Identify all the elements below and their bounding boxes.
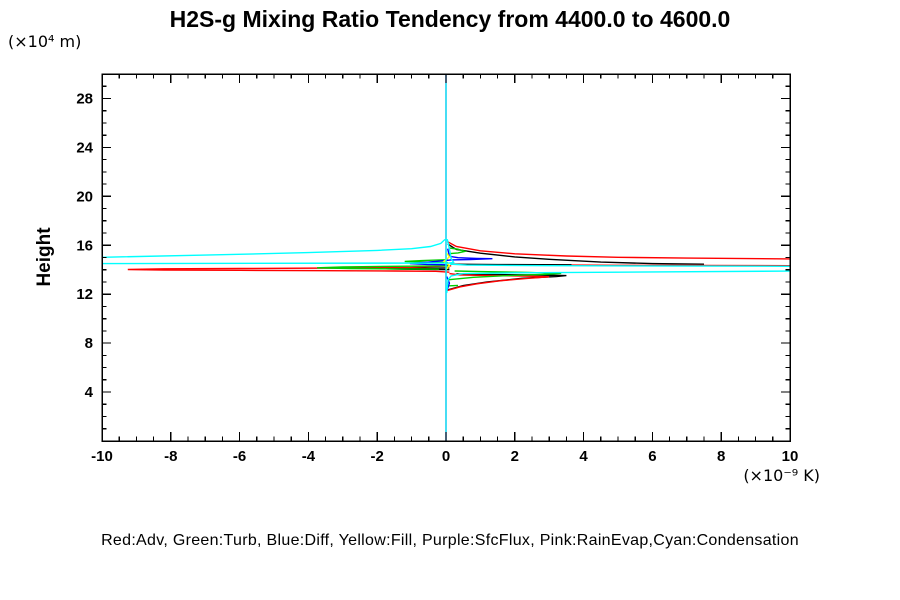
x-tick-label: 8 <box>717 448 725 465</box>
y-tick-label: 8 <box>85 335 93 352</box>
series-adv <box>447 240 790 260</box>
x-tick-label: 4 <box>579 448 588 465</box>
y-tick-label: 16 <box>76 237 93 254</box>
series-black-total-not-in-legend- <box>447 243 705 265</box>
series-diff <box>409 248 493 266</box>
page-title: H2S-g Mixing Ratio Tendency from 4400.0 … <box>169 6 731 32</box>
y-tick-label: 4 <box>85 384 94 401</box>
legend-caption: Red:Adv, Green:Turb, Blue:Diff, Yellow:F… <box>101 532 799 549</box>
series-turb <box>447 270 562 281</box>
x-tick-label: -6 <box>233 448 246 465</box>
series-adv <box>447 272 550 292</box>
x-tick-label: -2 <box>371 448 384 465</box>
x-tick-label: 0 <box>442 448 450 465</box>
curves-layer <box>102 74 790 441</box>
x-axis-unit-label: (×10⁻⁹ K) <box>743 466 820 485</box>
x-tick-label: -8 <box>164 448 177 465</box>
y-tick-label: 28 <box>76 90 93 107</box>
series-condensation <box>102 239 455 265</box>
y-tick-label: 20 <box>76 188 93 205</box>
x-tick-label: 2 <box>511 448 519 465</box>
x-tick-label: 6 <box>648 448 656 465</box>
series-turb <box>316 265 450 270</box>
x-tick-label: -10 <box>91 448 113 465</box>
series-fill <box>442 252 451 271</box>
y-axis-unit-label: (×10⁴ m) <box>8 32 82 51</box>
y-tick-label: 24 <box>76 139 93 156</box>
series-black-total-not-in-legend- <box>451 263 572 266</box>
series-condensation <box>450 263 790 267</box>
x-tick-label: -4 <box>302 448 316 465</box>
axis-ticks <box>101 73 791 442</box>
series-condensation <box>446 270 790 294</box>
y-tick-label: 12 <box>76 286 93 303</box>
series-turb <box>449 247 468 255</box>
x-tick-label: 10 <box>782 448 799 465</box>
